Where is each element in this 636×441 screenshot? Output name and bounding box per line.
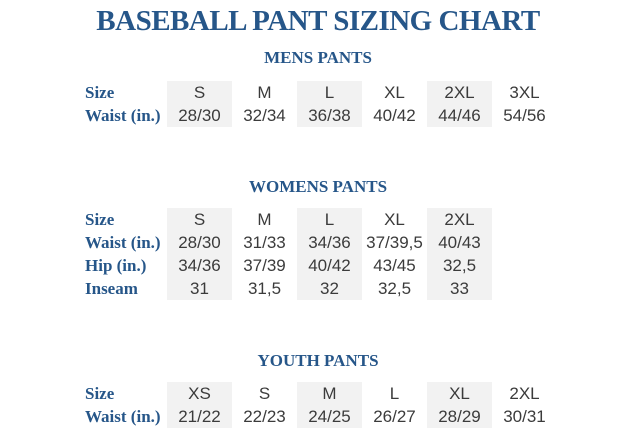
size-header-cell: 3XL bbox=[509, 83, 540, 102]
size-header-cell: L bbox=[297, 81, 362, 104]
size-header-cell: M bbox=[297, 382, 362, 405]
value-cell: 30/31 bbox=[503, 407, 546, 426]
value-cell: 34/36 bbox=[167, 254, 232, 277]
size-header-cell: L bbox=[389, 384, 400, 403]
mens-pants-size-table: Size S M L XL 2XL 3XL Waist (in.) 28/30 32/34 36/3… bbox=[85, 81, 557, 127]
row-label-womens-3: Inseam bbox=[85, 279, 138, 298]
value-cell: 32,5 bbox=[377, 279, 412, 298]
value-cell: 37/39,5 bbox=[366, 233, 423, 252]
size-header-cell: L bbox=[297, 208, 362, 231]
page-title: BASEBALL PANT SIZING CHART bbox=[96, 5, 540, 37]
value-cell: 40/43 bbox=[427, 231, 492, 254]
size-header-cell: M bbox=[257, 210, 272, 229]
value-cell: 24/25 bbox=[297, 405, 362, 428]
size-header-cell: S bbox=[167, 81, 232, 104]
value-cell: 32 bbox=[297, 277, 362, 300]
section-heading-womens-pants: WOMENS PANTS bbox=[248, 177, 388, 196]
value-cell: 31,5 bbox=[247, 279, 282, 298]
size-header-cell: XL bbox=[427, 382, 492, 405]
size-header-cell: M bbox=[257, 83, 272, 102]
value-cell: 28/29 bbox=[427, 405, 492, 428]
size-header-cell: XL bbox=[384, 210, 405, 229]
value-cell: 32/34 bbox=[243, 106, 286, 125]
value-cell: 43/45 bbox=[373, 256, 416, 275]
size-header-cell: S bbox=[167, 208, 232, 231]
value-cell: 54/56 bbox=[503, 106, 546, 125]
row-label-youth-0: Size bbox=[85, 384, 115, 403]
size-header-cell: 2XL bbox=[509, 384, 540, 403]
size-header-cell: XL bbox=[384, 83, 405, 102]
value-cell: 28/30 bbox=[167, 231, 232, 254]
size-header-cell: 2XL bbox=[427, 81, 492, 104]
value-cell: 33 bbox=[427, 277, 492, 300]
value-cell: 37/39 bbox=[243, 256, 286, 275]
section-heading-youth-pants: YOUTH PANTS bbox=[257, 351, 379, 370]
value-cell: 34/36 bbox=[297, 231, 362, 254]
row-label-mens-1: Waist (in.) bbox=[85, 106, 161, 125]
value-cell: 22/23 bbox=[243, 407, 286, 426]
value-cell: 40/42 bbox=[297, 254, 362, 277]
row-label-youth-1: Waist (in.) bbox=[85, 407, 161, 426]
youth-pants-size-table: Size XS S M L XL 2XL Waist (in.) 21/22 22/23 24/25… bbox=[85, 382, 557, 428]
size-header-cell: 2XL bbox=[427, 208, 492, 231]
value-cell: 40/42 bbox=[373, 106, 416, 125]
value-cell: 28/30 bbox=[167, 104, 232, 127]
row-label-womens-0: Size bbox=[85, 210, 115, 229]
section-heading-mens-pants: MENS PANTS bbox=[264, 48, 372, 67]
size-header-cell: S bbox=[258, 384, 271, 403]
value-cell: 44/46 bbox=[427, 104, 492, 127]
value-cell: 31 bbox=[167, 277, 232, 300]
value-cell: 36/38 bbox=[297, 104, 362, 127]
value-cell: 31/33 bbox=[243, 233, 286, 252]
row-label-womens-1: Waist (in.) bbox=[85, 233, 161, 252]
row-label-womens-2: Hip (in.) bbox=[85, 256, 147, 275]
value-cell: 26/27 bbox=[373, 407, 416, 426]
value-cell: 21/22 bbox=[167, 405, 232, 428]
row-label-mens-0: Size bbox=[85, 83, 115, 102]
size-header-cell: XS bbox=[167, 382, 232, 405]
womens-pants-size-table: Size S M L XL 2XL Waist (in.) 28/30 31/33 34/36 37… bbox=[85, 208, 492, 300]
value-cell: 32,5 bbox=[427, 254, 492, 277]
